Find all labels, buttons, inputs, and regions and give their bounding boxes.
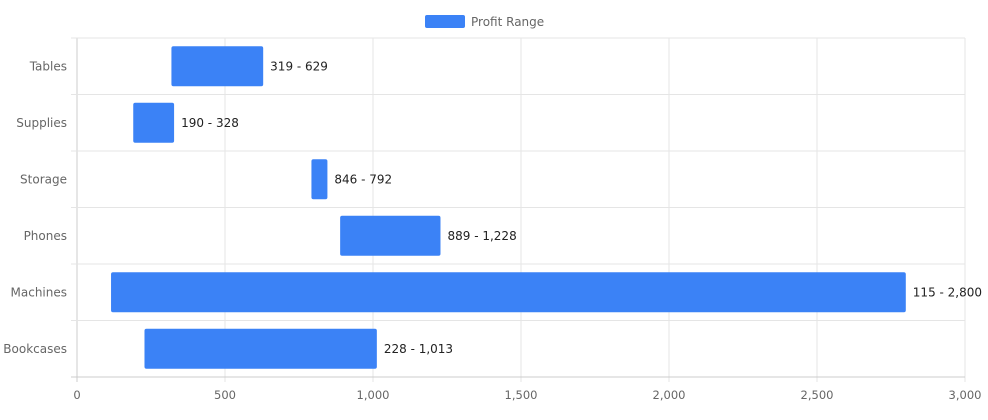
bar-supplies: [133, 102, 175, 143]
data-label: 846 - 792: [334, 172, 392, 186]
bar-bookcases: [144, 328, 377, 369]
x-tick-label: 500: [214, 388, 236, 402]
y-tick-label: Tables: [29, 59, 67, 73]
data-label: 889 - 1,228: [447, 229, 516, 243]
x-tick-label: 2,500: [801, 388, 834, 402]
y-tick-label: Phones: [24, 229, 67, 243]
bar-tables: [171, 46, 264, 87]
data-label: 228 - 1,013: [384, 342, 453, 356]
y-axis-labels: Tables Supplies Storage Phones Machines Bookc…: [3, 59, 67, 356]
data-label: 115 - 2,800: [913, 285, 982, 299]
bar-machines: [111, 272, 906, 313]
y-tick-label: Bookcases: [3, 342, 67, 356]
legend-label: Profit Range: [471, 15, 544, 29]
x-tick-label: 1,500: [505, 388, 538, 402]
x-tick-label: 0: [73, 388, 80, 402]
y-tick-label: Machines: [11, 285, 67, 299]
x-tick-label: 1,000: [357, 388, 390, 402]
x-tick-label: 3,000: [949, 388, 982, 402]
data-label: 190 - 328: [181, 116, 239, 130]
data-label: 319 - 629: [270, 59, 328, 73]
bar-phones: [340, 215, 441, 256]
y-tick-label: Supplies: [16, 116, 67, 130]
bars: 319 - 629 190 - 328 846 - 792 889 - 1,228 11…: [111, 46, 982, 369]
grid: [71, 37, 966, 382]
legend-swatch: [425, 15, 465, 28]
y-tick-label: Storage: [20, 172, 67, 186]
bar-storage: [311, 159, 328, 200]
x-tick-label: 2,000: [653, 388, 686, 402]
x-axis-labels: 0 500 1,000 1,500 2,000 2,500 3,000: [73, 388, 981, 402]
legend[interactable]: Profit Range: [425, 15, 544, 29]
